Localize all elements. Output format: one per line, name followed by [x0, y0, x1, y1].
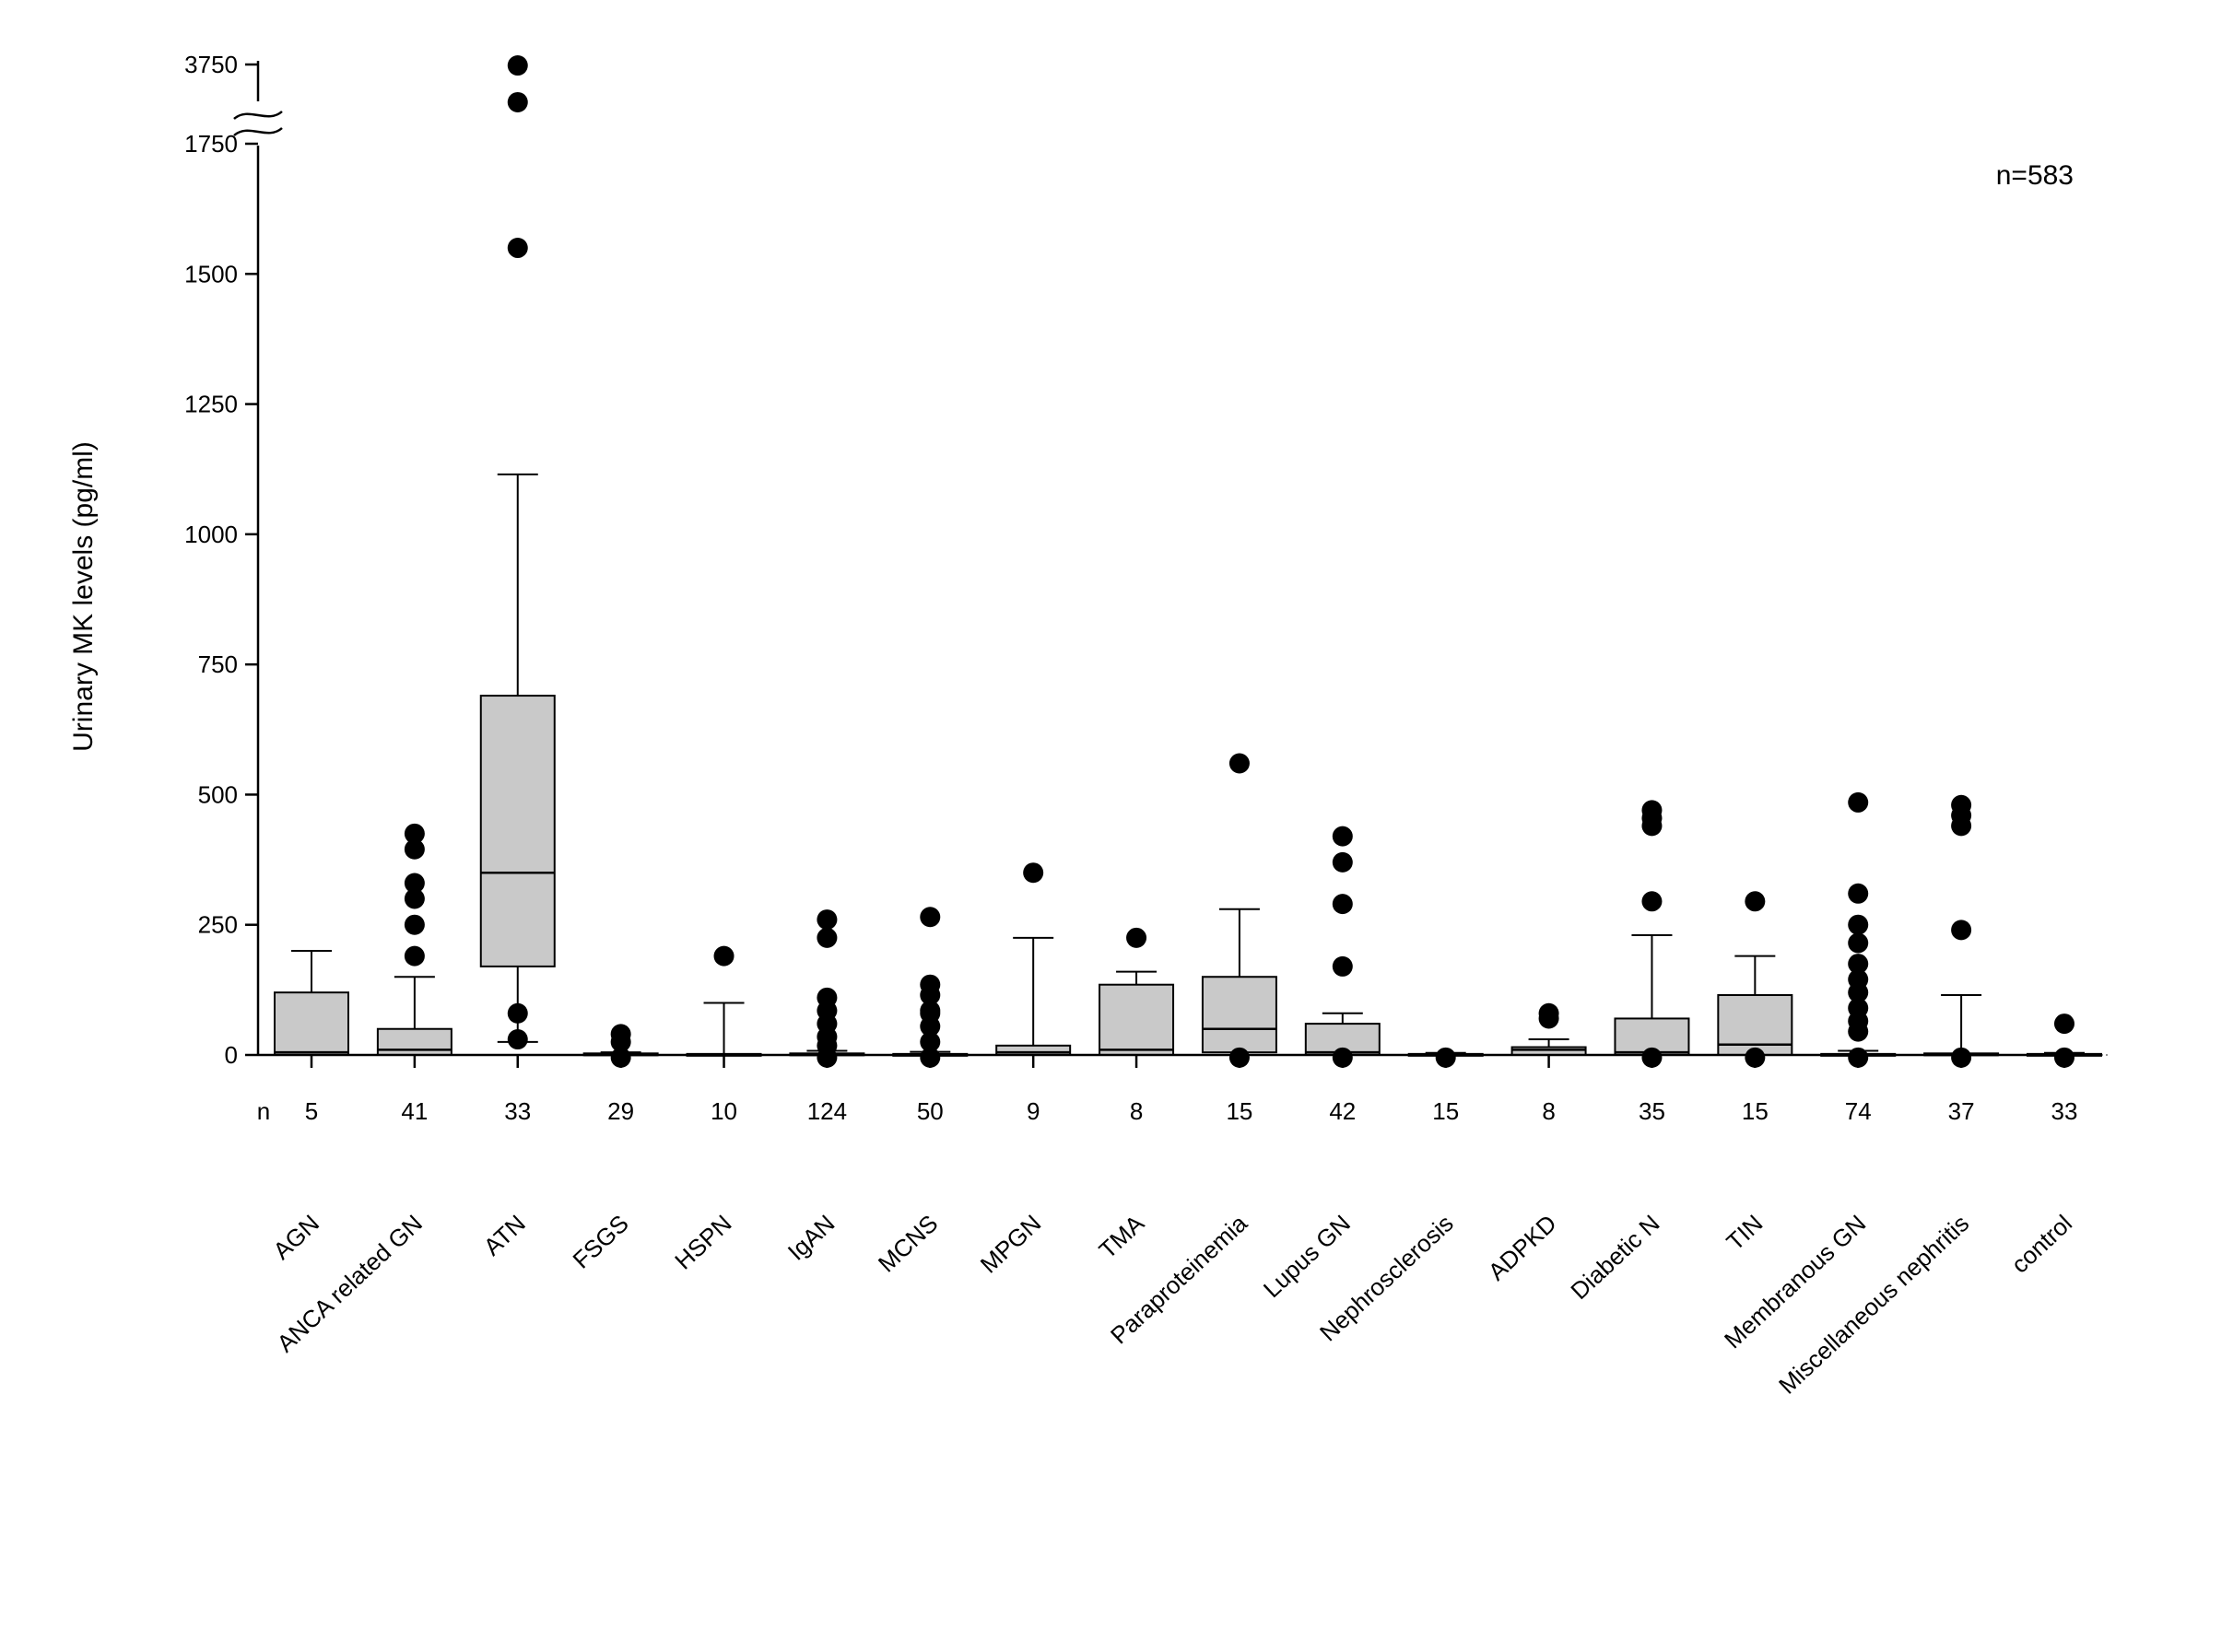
outlier-point [1848, 954, 1868, 974]
outlier-point [611, 1024, 631, 1044]
outlier-point [1333, 852, 1353, 873]
n-value: 124 [807, 1097, 847, 1125]
outlier-point [1951, 795, 1971, 815]
n-value: 35 [1639, 1097, 1665, 1125]
n-value: 50 [917, 1097, 944, 1125]
outlier-point [920, 975, 940, 995]
n-value: 8 [1130, 1097, 1143, 1125]
y-axis-title: Urinary MK levels (pg/ml) [68, 441, 99, 752]
total-n-annotation: n=583 [1996, 160, 2074, 191]
outlier-point [817, 928, 837, 948]
n-value: 74 [1845, 1097, 1872, 1125]
outlier-point [2054, 1013, 2074, 1034]
n-value: 9 [1027, 1097, 1040, 1125]
y-tick-label: 1500 [184, 260, 238, 287]
n-value: 5 [305, 1097, 318, 1125]
outlier-point [405, 824, 425, 844]
outlier-point [1126, 928, 1146, 948]
box [1512, 1048, 1586, 1055]
n-value: 29 [607, 1097, 634, 1125]
box [275, 992, 348, 1055]
axis-break-cover [230, 101, 286, 146]
n-value: 37 [1948, 1097, 1975, 1125]
outlier-point [1848, 932, 1868, 953]
outlier-point [508, 1003, 528, 1024]
n-value: 8 [1542, 1097, 1555, 1125]
outlier-point [508, 92, 528, 112]
y-tick-label: 1000 [184, 521, 238, 548]
y-tick-label: 250 [198, 911, 238, 939]
outlier-point [1539, 1003, 1559, 1024]
boxplot-chart: 025050075010001250150017503750Urinary MK… [0, 0, 2233, 1652]
outlier-point [1333, 956, 1353, 977]
y-tick-label: 3750 [184, 51, 238, 78]
outlier-point [405, 915, 425, 935]
outlier-point [1951, 920, 1971, 940]
outlier-point [1848, 915, 1868, 935]
n-row-header: n [257, 1097, 270, 1125]
outlier-point [1848, 792, 1868, 813]
n-value: 15 [1432, 1097, 1459, 1125]
y-tick-label: 500 [198, 780, 238, 808]
n-value: 42 [1329, 1097, 1356, 1125]
y-tick-label: 750 [198, 650, 238, 678]
outlier-point [1333, 894, 1353, 914]
outlier-point [1641, 800, 1662, 820]
outlier-point [1745, 891, 1765, 911]
n-value: 41 [401, 1097, 428, 1125]
y-tick-label: 1750 [184, 130, 238, 158]
box [378, 1029, 452, 1055]
outlier-point [1641, 891, 1662, 911]
outlier-point [508, 238, 528, 258]
box [481, 696, 555, 967]
y-tick-label: 0 [225, 1041, 238, 1069]
outlier-point [508, 55, 528, 76]
n-value: 15 [1226, 1097, 1252, 1125]
outlier-point [920, 907, 940, 927]
n-value: 33 [504, 1097, 531, 1125]
box [1099, 985, 1173, 1055]
box [996, 1046, 1070, 1055]
n-value: 10 [711, 1097, 737, 1125]
n-value: 15 [1742, 1097, 1769, 1125]
outlier-point [405, 873, 425, 894]
outlier-point [1229, 754, 1250, 774]
n-value: 33 [2051, 1097, 2078, 1125]
box [1203, 977, 1276, 1052]
box [1718, 995, 1792, 1055]
y-tick-label: 1250 [184, 391, 238, 418]
outlier-point [1023, 862, 1043, 883]
chart-background [0, 0, 2233, 1652]
outlier-point [1848, 884, 1868, 904]
outlier-point [817, 988, 837, 1008]
outlier-point [817, 909, 837, 930]
outlier-point [1333, 826, 1353, 847]
outlier-point [714, 946, 735, 967]
outlier-point [508, 1029, 528, 1049]
outlier-point [405, 946, 425, 967]
